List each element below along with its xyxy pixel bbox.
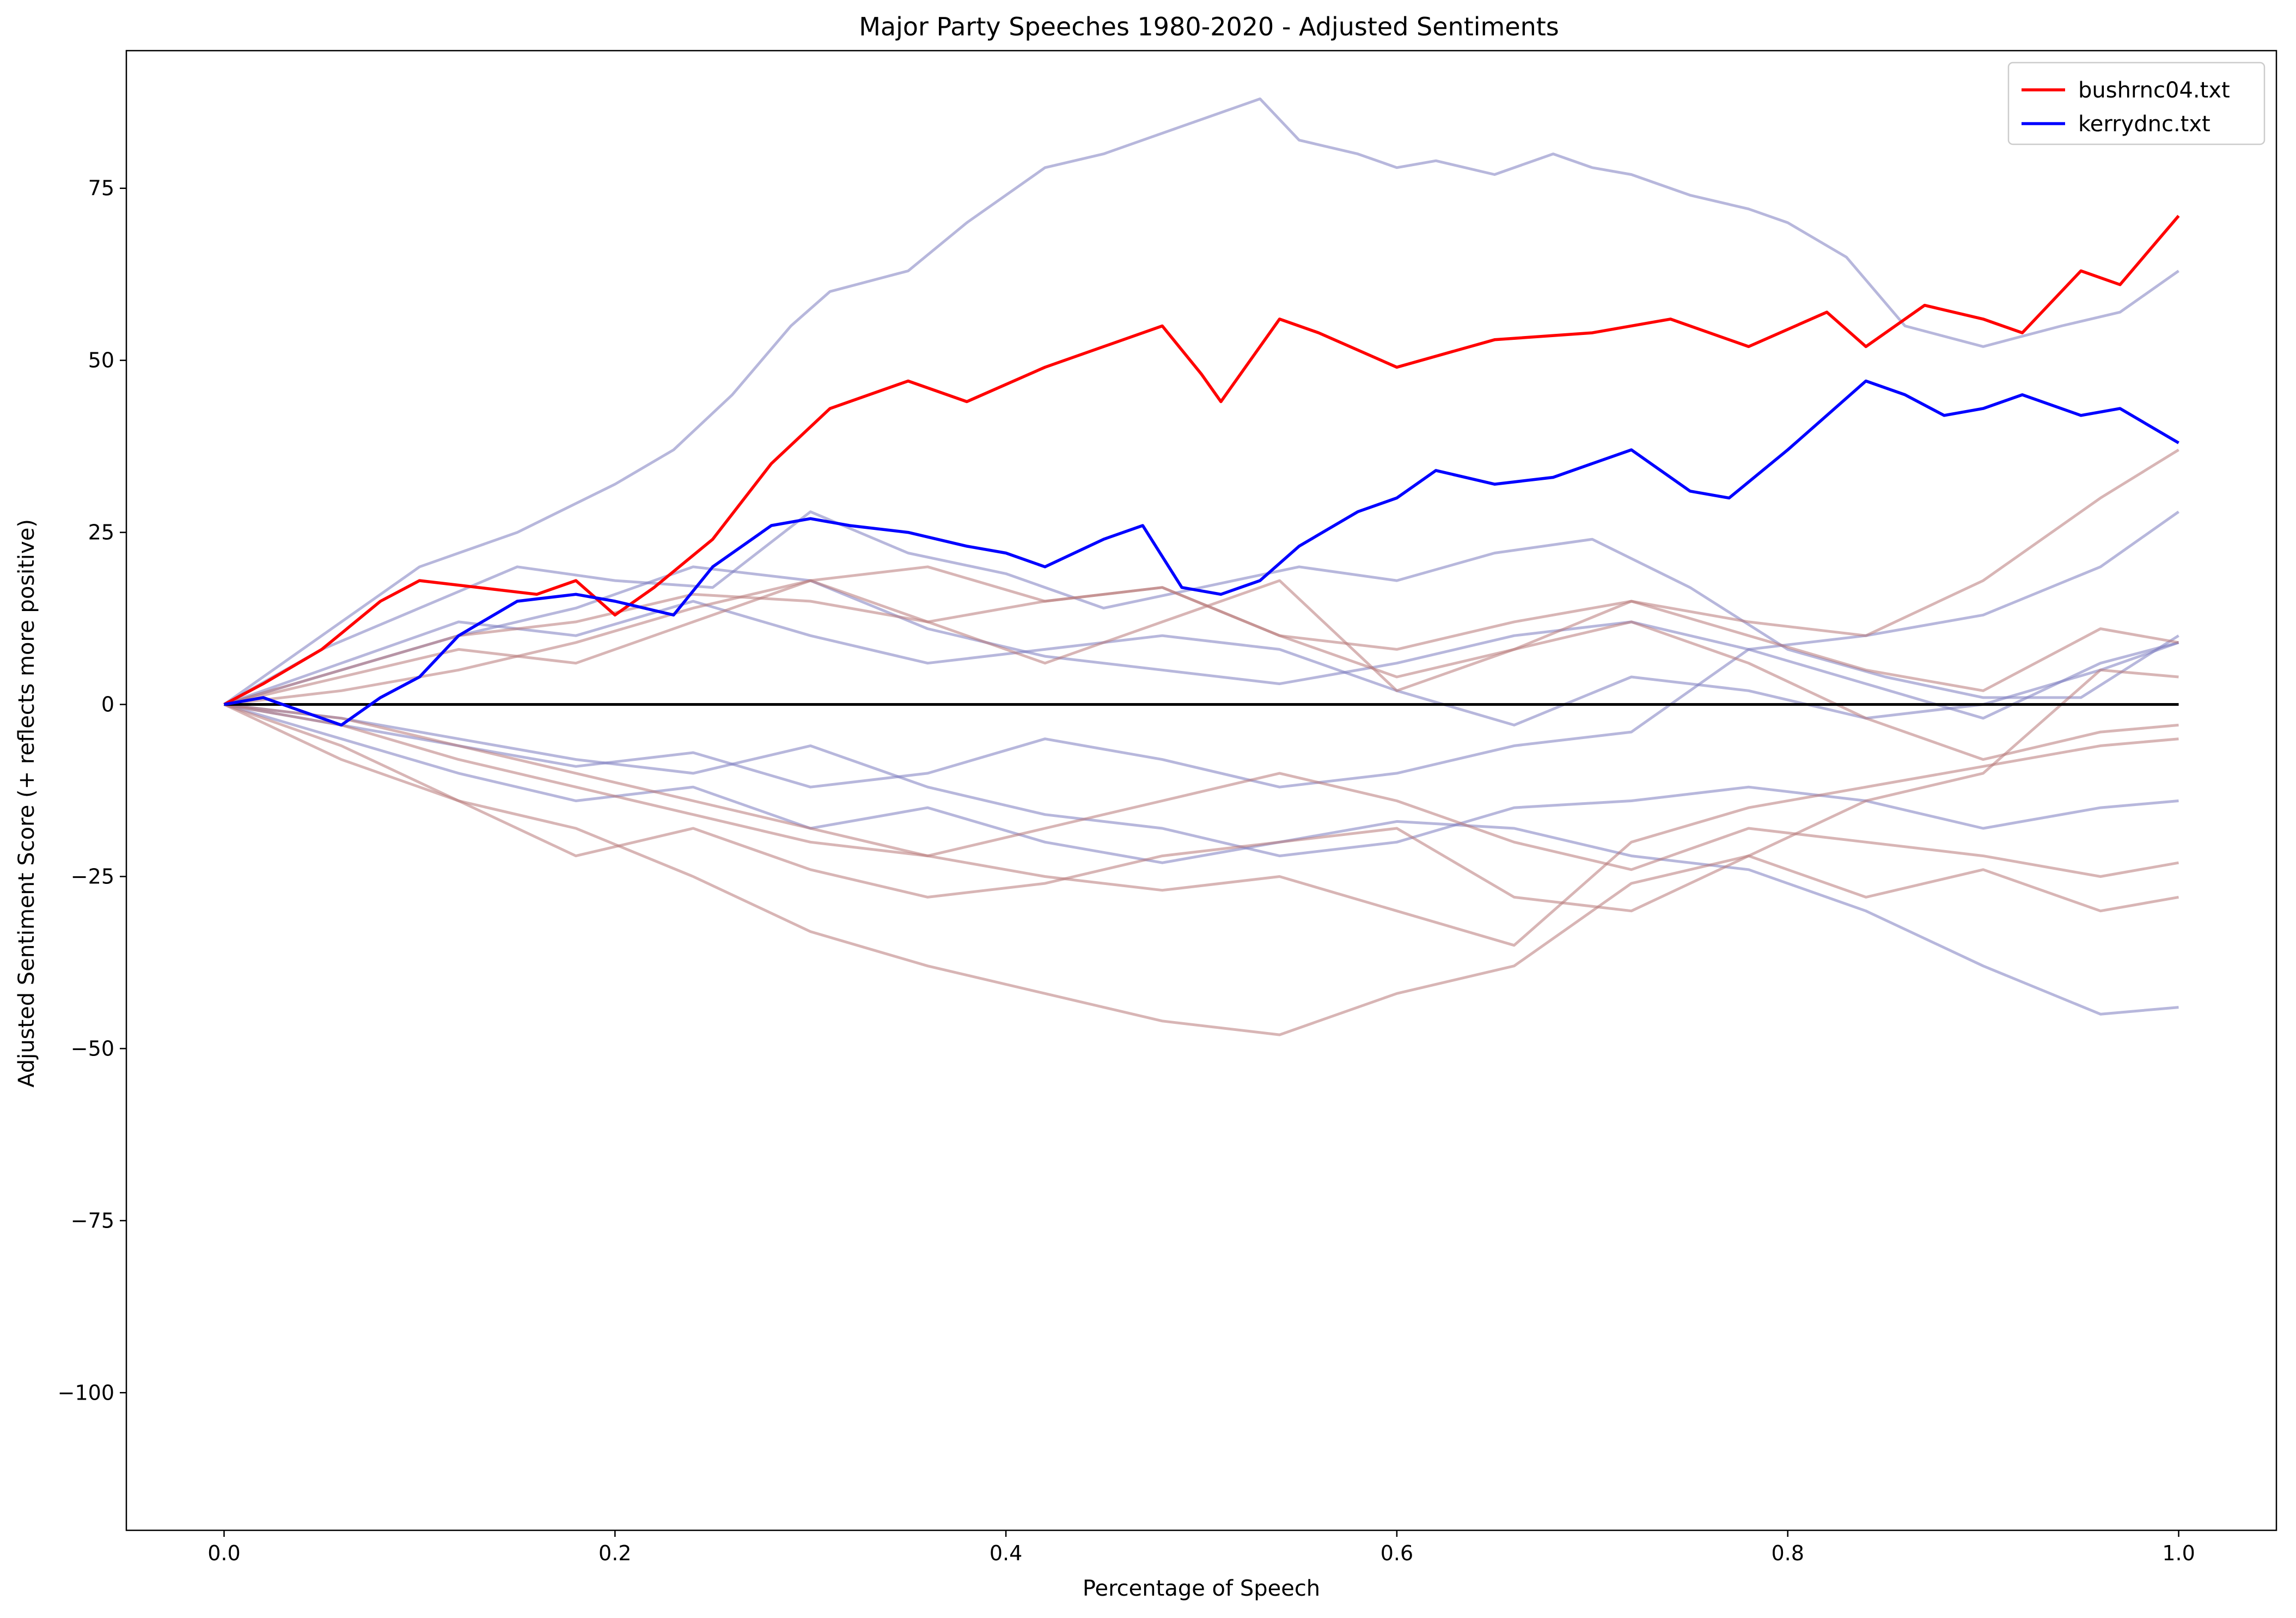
x-tick-label: 0.6 [1381, 1541, 1413, 1565]
series-line-bushrnc04-txt [223, 215, 2180, 706]
background-series-line-3 [223, 510, 2179, 706]
x-tick-label: 0.8 [1772, 1541, 1804, 1565]
legend-label: bushrnc04.txt [2078, 78, 2230, 103]
legend-box [2007, 62, 2266, 145]
background-series-line-5 [223, 703, 2179, 1016]
x-tick-label: 0.2 [599, 1541, 631, 1565]
x-tick-label: 1.0 [2162, 1541, 2195, 1565]
y-tick-label: 50 [88, 349, 114, 373]
legend-label: kerrydnc.txt [2078, 112, 2210, 137]
x-tick-label: 0.4 [990, 1541, 1022, 1565]
background-series-line-13 [224, 579, 2179, 706]
y-tick-label: −25 [71, 864, 114, 888]
chart-title: Major Party Speeches 1980-2020 - Adjuste… [859, 12, 1559, 41]
x-tick-label: 0.0 [207, 1541, 240, 1565]
series-group [223, 97, 2180, 1036]
background-series-line-10 [223, 703, 2179, 913]
y-tick-label: 25 [88, 521, 114, 545]
background-series-line-11 [224, 703, 2179, 878]
plot-area [125, 50, 2277, 1531]
background-series-line-7 [223, 600, 2179, 726]
legend: bushrnc04.txt kerrydnc.txt [2007, 62, 2266, 145]
plot-frame [125, 50, 2277, 1531]
background-series-line-2 [223, 510, 2179, 706]
background-series-line-12 [223, 565, 2179, 761]
background-series-line-8 [223, 668, 2179, 1036]
background-series-line-14 [224, 703, 2179, 947]
y-tick-label: 75 [88, 176, 114, 200]
axis-ticks: 0.0 0.2 0.4 0.6 0.8 1.0 75 50 25 0 −25 −50 −75 −100 [58, 176, 2195, 1565]
background-series-line-1 [223, 97, 2179, 706]
y-tick-label: −75 [71, 1208, 114, 1232]
background-series-line-4 [224, 641, 2179, 789]
x-axis-label: Percentage of Speech [1083, 1576, 1320, 1601]
series-line-kerrydnc-txt [224, 379, 2179, 727]
y-tick-label: −100 [58, 1381, 114, 1405]
y-axis-label: Adjusted Sentiment Score (+ reflects mor… [14, 519, 39, 1088]
background-series-line-6 [224, 703, 2179, 858]
y-tick-label: −50 [71, 1036, 114, 1060]
y-tick-label: 0 [101, 693, 114, 717]
